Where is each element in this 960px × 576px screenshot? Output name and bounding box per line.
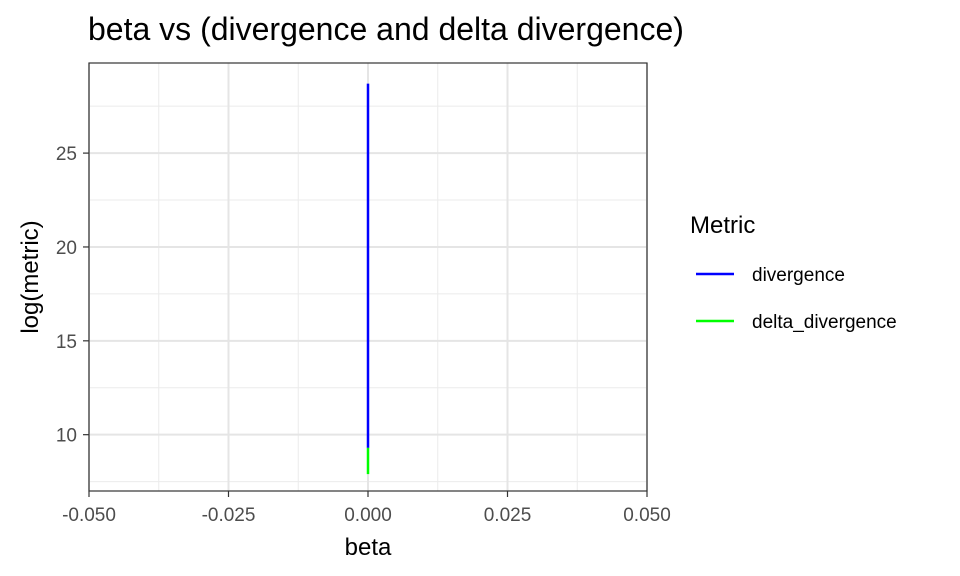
- legend: Metric divergence delta_divergence: [690, 212, 897, 333]
- x-axis: -0.050 -0.025 0.000 0.025 0.050: [62, 491, 671, 526]
- x-tick-label: 0.050: [623, 505, 671, 526]
- x-tick-label: -0.025: [202, 505, 256, 526]
- legend-title: Metric: [690, 212, 755, 239]
- chart-title: beta vs (divergence and delta divergence…: [88, 11, 684, 47]
- y-tick-label: 25: [56, 144, 77, 165]
- y-axis: 10 15 20 25: [56, 144, 89, 447]
- x-axis-title: beta: [345, 534, 392, 561]
- x-tick-label: 0.000: [344, 505, 392, 526]
- x-tick-label: -0.050: [62, 505, 116, 526]
- y-axis-title: log(metric): [17, 220, 44, 333]
- y-tick-label: 10: [56, 426, 77, 447]
- legend-label-divergence: divergence: [752, 265, 845, 286]
- y-tick-label: 15: [56, 332, 77, 353]
- legend-label-delta-divergence: delta_divergence: [752, 312, 897, 333]
- x-tick-label: 0.025: [484, 505, 532, 526]
- y-tick-label: 20: [56, 238, 77, 259]
